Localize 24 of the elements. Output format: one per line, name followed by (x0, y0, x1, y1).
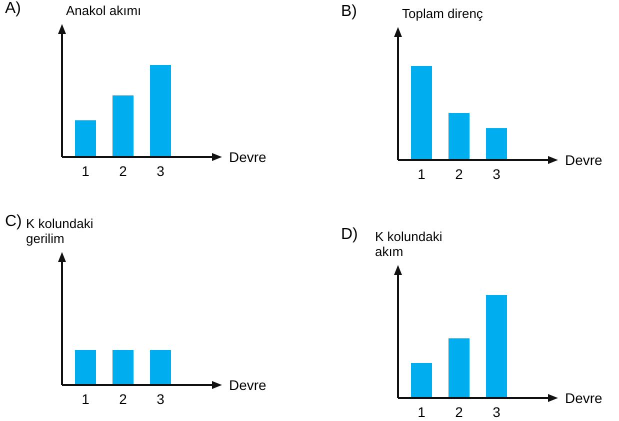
x-tick-label: 1 (82, 391, 90, 407)
chart-title: C) (5, 213, 22, 230)
x-tick-label: 1 (82, 163, 90, 179)
x-axis-title: Devre (565, 390, 603, 406)
x-axis-title: Devre (229, 377, 267, 393)
x-axis-title: Devre (229, 149, 267, 165)
x-tick-label: 3 (492, 166, 501, 182)
chart-title: B) (341, 3, 357, 20)
x-tick-label: 1 (418, 404, 426, 420)
x-tick-label: 3 (156, 163, 165, 179)
x-tick-label: 1 (418, 166, 426, 182)
y-axis-title: K kolundaki gerilim (26, 216, 94, 246)
chart-title: D) (341, 226, 358, 243)
x-tick-label: 3 (492, 404, 501, 420)
x-tick-label: 2 (455, 166, 464, 182)
x-tick-label: 2 (119, 391, 128, 407)
x-tick-label: 2 (119, 163, 128, 179)
x-tick-label: 3 (156, 391, 165, 407)
y-axis-title: Toplam direnç (402, 6, 484, 21)
y-axis-title: Anakol akımı (66, 3, 142, 18)
x-tick-label: 2 (455, 404, 464, 420)
y-axis-title: K kolundaki akım (375, 229, 442, 259)
chart-title: A) (5, 0, 21, 17)
x-axis-title: Devre (565, 152, 603, 168)
